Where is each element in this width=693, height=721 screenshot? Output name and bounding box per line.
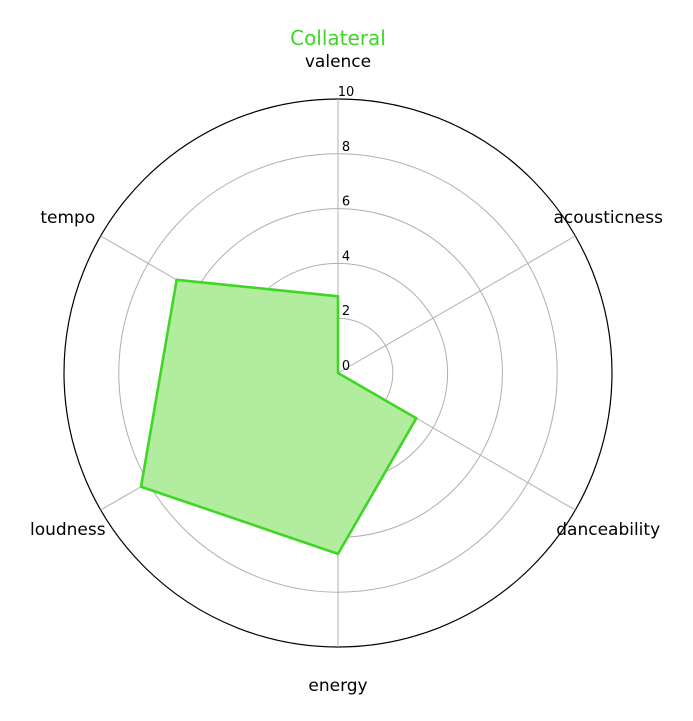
axis-label-danceability: danceability bbox=[556, 520, 660, 540]
chart-title: Collateral bbox=[290, 26, 386, 50]
axis-label-valence: valence bbox=[305, 52, 371, 72]
rtick-label-4: 4 bbox=[342, 249, 350, 264]
rtick-label-10: 10 bbox=[338, 85, 355, 100]
axis-label-acousticness: acousticness bbox=[553, 208, 663, 228]
rtick-label-2: 2 bbox=[342, 304, 350, 319]
series-layer bbox=[139, 278, 418, 556]
radial-tick-labels: 0 2 4 6 8 10 bbox=[338, 85, 355, 374]
axis-label-tempo: tempo bbox=[40, 208, 95, 228]
axis-label-energy: energy bbox=[308, 676, 367, 696]
rtick-label-0: 0 bbox=[342, 359, 350, 374]
axis-label-loudness: loudness bbox=[30, 520, 106, 540]
rtick-label-8: 8 bbox=[342, 140, 350, 155]
series-line bbox=[139, 278, 418, 556]
spoke-acousticness bbox=[337, 235, 576, 374]
rtick-label-6: 6 bbox=[342, 195, 350, 210]
axis-labels: valence acousticness danceability energy lou… bbox=[30, 52, 663, 696]
series-area bbox=[141, 279, 417, 554]
